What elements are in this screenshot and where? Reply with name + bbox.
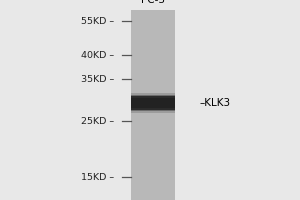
Bar bbox=[131, 95, 175, 111]
Text: 40KD –: 40KD – bbox=[81, 50, 114, 60]
Bar bbox=[131, 96, 175, 110]
Text: 25KD –: 25KD – bbox=[81, 116, 114, 126]
Text: 55KD –: 55KD – bbox=[81, 17, 114, 25]
Text: 15KD –: 15KD – bbox=[81, 172, 114, 182]
Text: –KLK3: –KLK3 bbox=[200, 98, 231, 108]
Text: PC-3: PC-3 bbox=[141, 0, 165, 5]
Text: 35KD –: 35KD – bbox=[81, 74, 114, 84]
Bar bbox=[131, 98, 175, 108]
Bar bbox=[131, 93, 175, 113]
Bar bbox=[131, 10, 175, 200]
